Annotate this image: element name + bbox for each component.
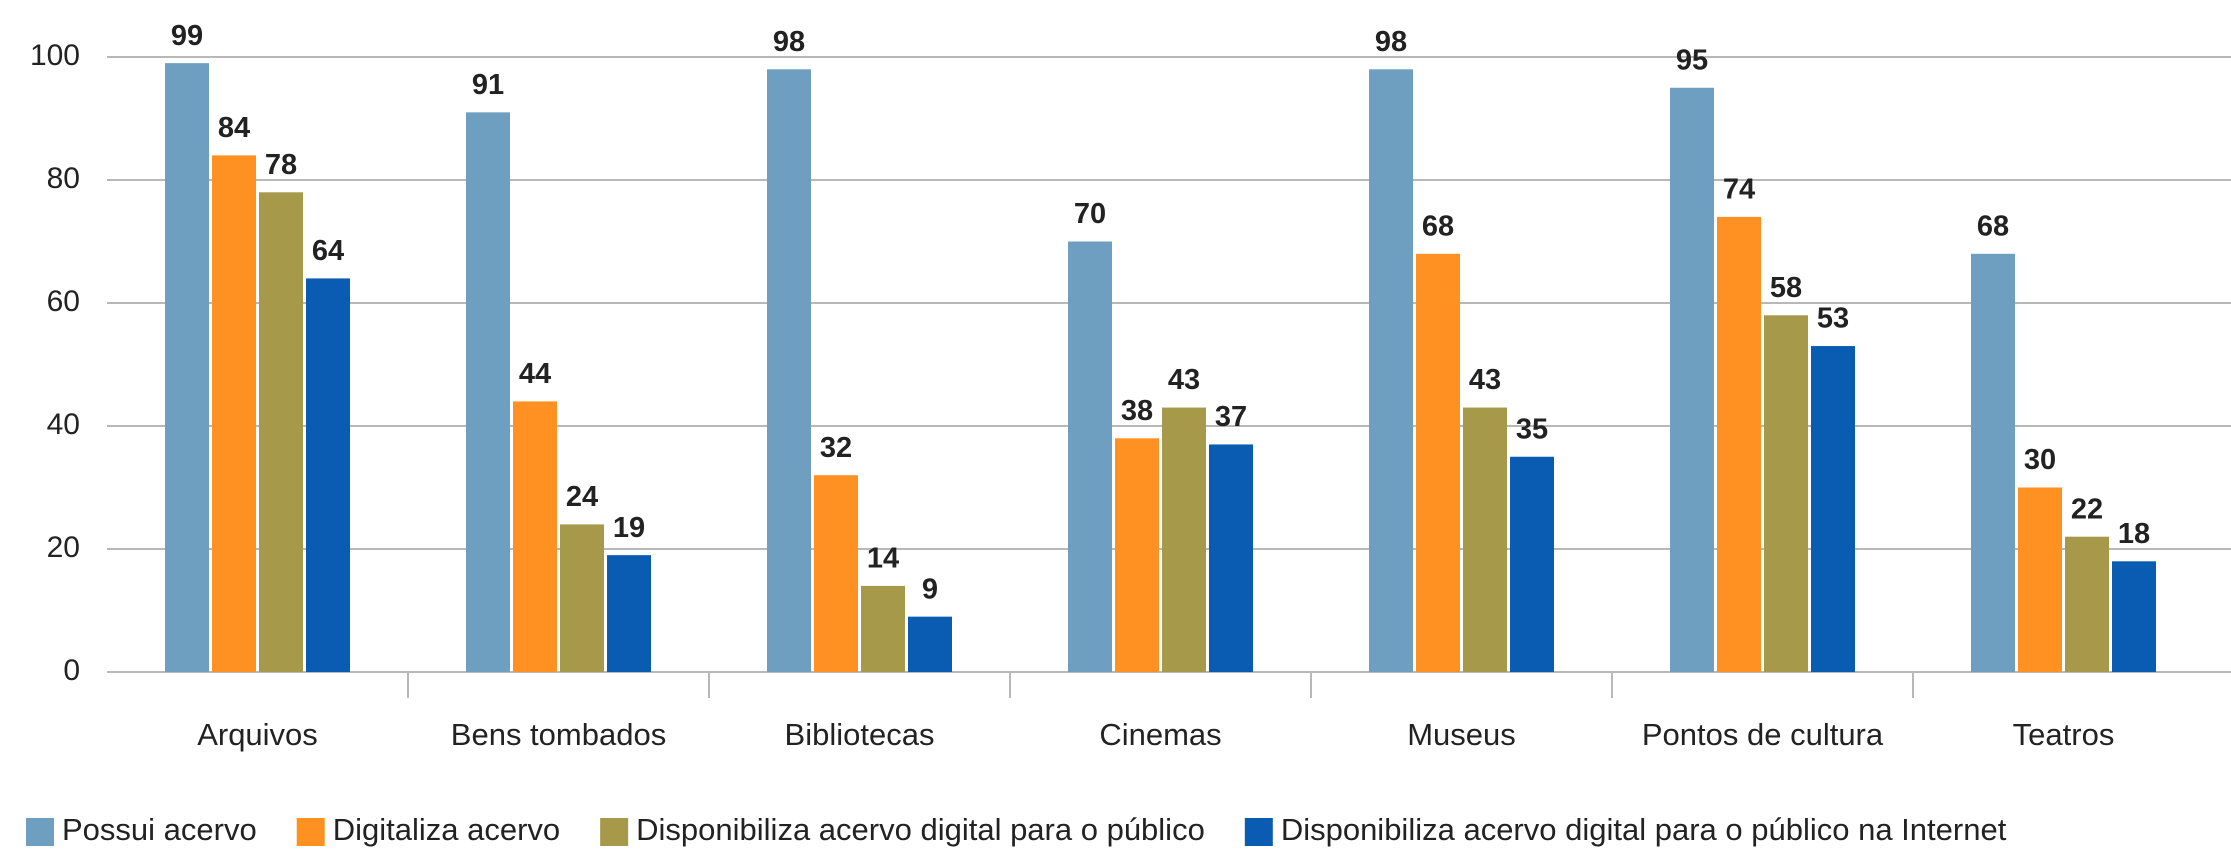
value-label: 70 bbox=[1074, 198, 1106, 230]
value-label: 24 bbox=[566, 481, 598, 513]
value-label: 14 bbox=[867, 543, 899, 575]
bar bbox=[1811, 346, 1855, 672]
legend-label: Disponibiliza acervo digital para o públ… bbox=[1281, 812, 2007, 847]
x-tick-label: Teatros bbox=[2013, 717, 2115, 752]
x-tick-label: Museus bbox=[1407, 717, 1516, 752]
value-label: 98 bbox=[1375, 26, 1407, 58]
value-label: 9 bbox=[922, 573, 938, 605]
bar bbox=[1764, 315, 1808, 672]
bar bbox=[560, 524, 604, 672]
bar bbox=[607, 555, 651, 672]
value-label: 35 bbox=[1516, 413, 1548, 445]
bar bbox=[1162, 407, 1206, 672]
legend-label: Disponibiliza acervo digital para o públ… bbox=[636, 812, 1205, 847]
value-label: 98 bbox=[773, 26, 805, 58]
value-label: 53 bbox=[1817, 303, 1849, 335]
y-tick-label: 100 bbox=[30, 39, 80, 72]
value-label: 58 bbox=[1770, 272, 1802, 304]
value-label: 64 bbox=[312, 235, 344, 267]
bar bbox=[861, 585, 905, 672]
value-label: 78 bbox=[265, 149, 297, 181]
legend-swatch bbox=[26, 818, 54, 846]
value-label: 68 bbox=[1422, 210, 1454, 242]
bar bbox=[1115, 438, 1159, 672]
y-tick-label: 0 bbox=[63, 654, 80, 687]
bar bbox=[2018, 487, 2062, 672]
bar bbox=[1717, 216, 1761, 672]
value-label: 43 bbox=[1168, 364, 1200, 396]
y-tick-label: 60 bbox=[47, 285, 80, 318]
value-label: 43 bbox=[1469, 364, 1501, 396]
bar bbox=[306, 278, 350, 672]
bar bbox=[2065, 536, 2109, 672]
value-label: 95 bbox=[1676, 44, 1708, 76]
bar bbox=[908, 616, 952, 672]
bar bbox=[1068, 241, 1112, 672]
value-label: 68 bbox=[1977, 210, 2009, 242]
bar bbox=[466, 112, 510, 673]
value-label: 37 bbox=[1215, 401, 1247, 433]
y-tick-label: 80 bbox=[47, 162, 80, 195]
legend-swatch bbox=[1244, 818, 1273, 846]
bar bbox=[1209, 444, 1253, 672]
value-label: 38 bbox=[1121, 395, 1153, 427]
bar bbox=[814, 475, 858, 672]
y-tick-label: 40 bbox=[47, 408, 80, 441]
bar bbox=[513, 401, 557, 672]
bar bbox=[1463, 407, 1507, 672]
legend-swatch bbox=[296, 818, 325, 846]
bar bbox=[767, 69, 811, 673]
bar bbox=[212, 155, 256, 672]
x-tick-label: Bibliotecas bbox=[785, 717, 935, 752]
value-label: 30 bbox=[2024, 444, 2056, 476]
bar bbox=[1369, 69, 1413, 673]
legend-swatch bbox=[600, 818, 629, 846]
value-label: 99 bbox=[171, 20, 203, 52]
y-tick-label: 20 bbox=[47, 531, 80, 564]
bar bbox=[165, 63, 209, 672]
bar bbox=[1971, 253, 2015, 673]
value-label: 19 bbox=[613, 512, 645, 544]
value-label: 74 bbox=[1723, 174, 1755, 206]
value-label: 18 bbox=[2118, 518, 2150, 550]
bar bbox=[259, 192, 303, 673]
value-label: 22 bbox=[2071, 493, 2103, 525]
legend-label: Possui acervo bbox=[62, 812, 257, 847]
bar bbox=[2112, 561, 2156, 672]
bar bbox=[1510, 456, 1554, 672]
x-tick-label: Pontos de cultura bbox=[1642, 717, 1884, 752]
x-tick-label: Arquivos bbox=[197, 717, 318, 752]
x-tick-label: Bens tombados bbox=[451, 717, 666, 752]
value-label: 84 bbox=[218, 112, 250, 144]
value-label: 32 bbox=[820, 432, 852, 464]
value-label: 44 bbox=[519, 358, 551, 390]
bar bbox=[1416, 253, 1460, 673]
x-tick-label: Cinemas bbox=[1099, 717, 1221, 752]
legend-label: Digitaliza acervo bbox=[333, 812, 560, 847]
value-label: 91 bbox=[472, 69, 504, 101]
bar bbox=[1670, 87, 1714, 672]
